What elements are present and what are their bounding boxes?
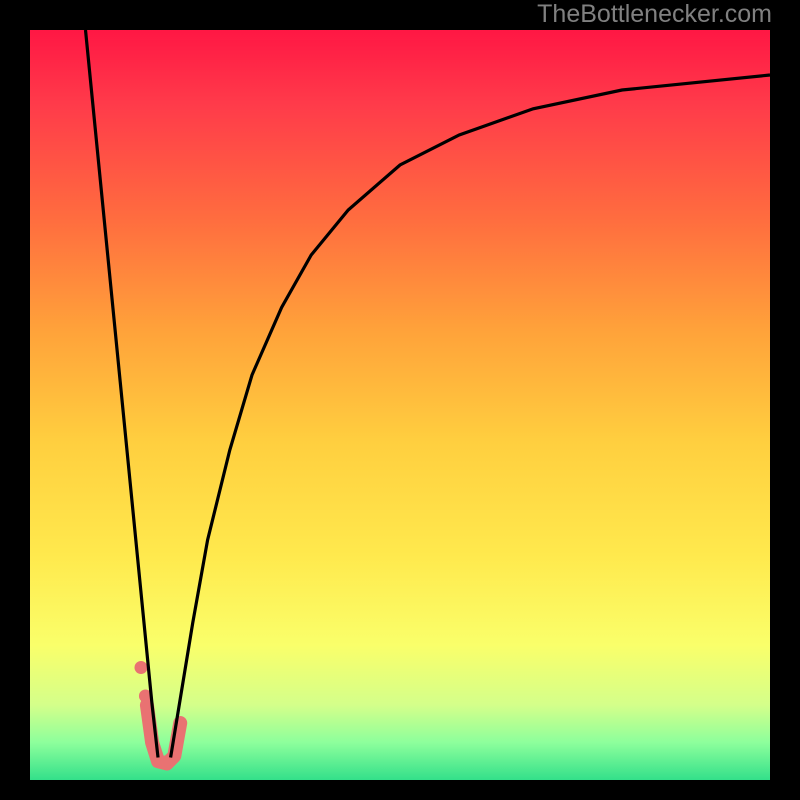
- curves-group: [86, 30, 771, 764]
- valley-marker-dot: [135, 661, 148, 674]
- valley-marker-path: [147, 705, 180, 764]
- valley-marker-dot: [139, 690, 152, 703]
- chart-frame: TheBottlenecker.com: [0, 0, 800, 800]
- plot-background: [30, 30, 770, 780]
- curve-right: [171, 75, 770, 758]
- curve-left: [86, 30, 159, 758]
- watermark-text: TheBottlenecker.com: [537, 0, 772, 29]
- frame-border: [0, 0, 800, 800]
- chart-svg: [0, 0, 800, 800]
